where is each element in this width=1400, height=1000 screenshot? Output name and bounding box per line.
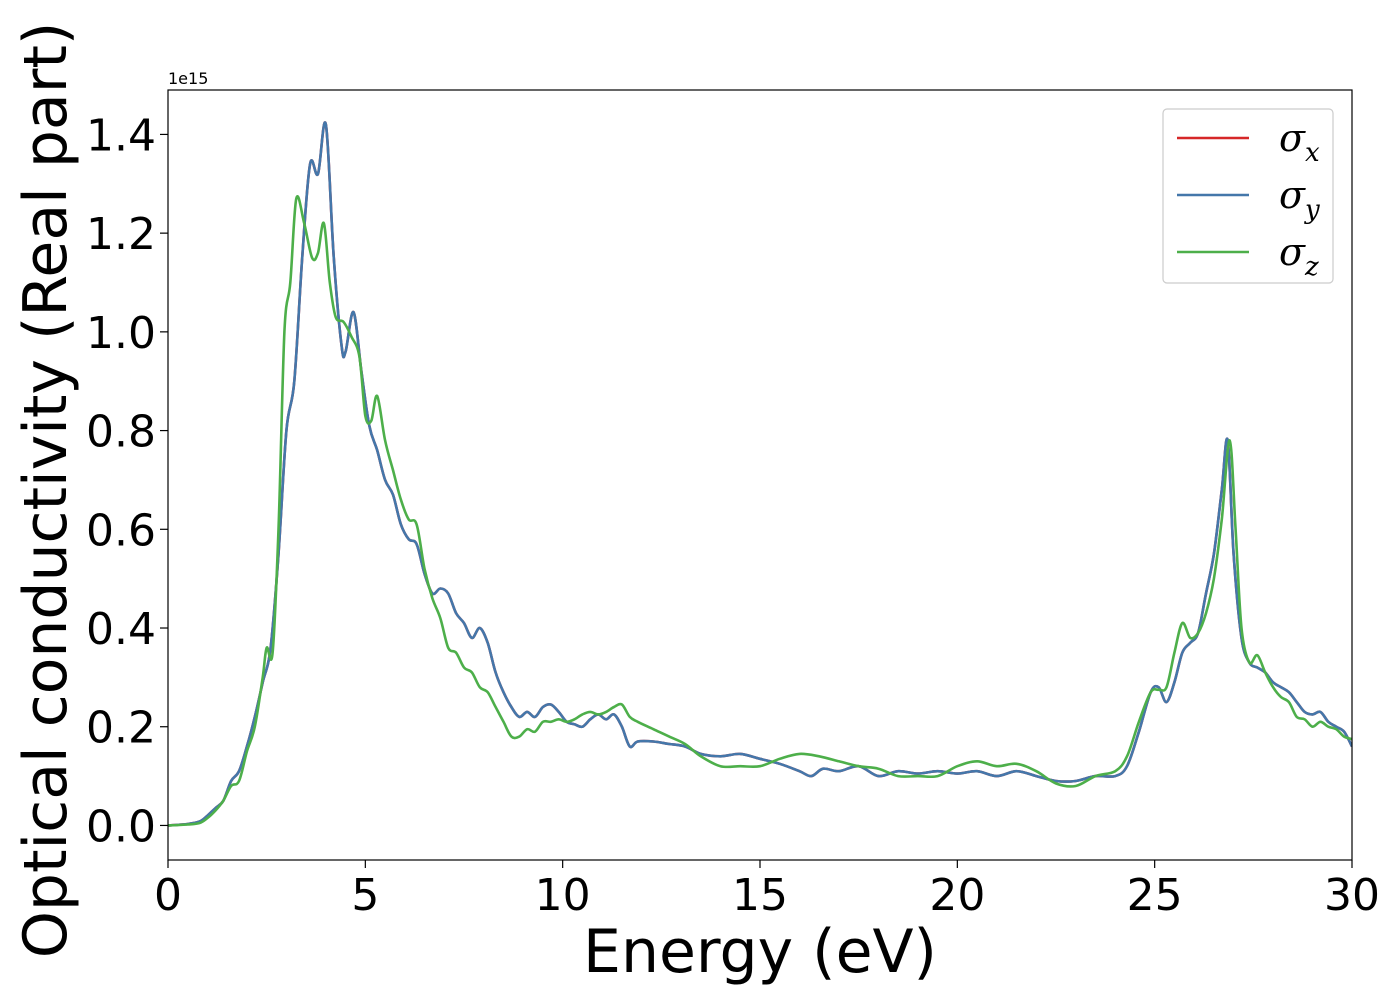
y-tick-label: 0.0 [86,801,156,852]
y-offset-label: 1e15 [168,69,208,88]
x-tick-label: 5 [351,870,379,921]
x-tick-label: 30 [1324,870,1380,921]
x-tick-label: 20 [929,870,985,921]
y-tick-label: 0.2 [86,703,156,754]
x-tick-label: 0 [154,870,182,921]
x-tick-label: 10 [535,870,591,921]
y-tick-label: 1.0 [86,308,156,359]
legend-label-y: σy [1279,173,1320,225]
y-tick-label: 1.4 [86,110,156,161]
y-tick-label: 0.6 [86,505,156,556]
series-layer [168,121,1352,827]
x-axis-ticks: 0 5 10 15 20 25 30 [154,860,1380,921]
legend-label-z: σz [1279,230,1319,282]
series-line-y [168,121,1352,827]
x-axis-title: Energy (eV) [583,917,937,987]
x-tick-label: 25 [1127,870,1183,921]
y-axis-ticks: 0.0 0.2 0.4 0.6 0.8 1.0 1.2 1.4 [86,110,168,852]
x-tick-label: 15 [732,870,788,921]
y-tick-label: 1.2 [86,209,156,260]
y-axis-title: Optical conductivity (Real part) [11,22,81,959]
series-line-z [168,195,1352,827]
y-tick-label: 0.4 [86,604,156,655]
y-tick-label: 0.8 [86,407,156,458]
legend-label-x: σx [1279,116,1320,168]
